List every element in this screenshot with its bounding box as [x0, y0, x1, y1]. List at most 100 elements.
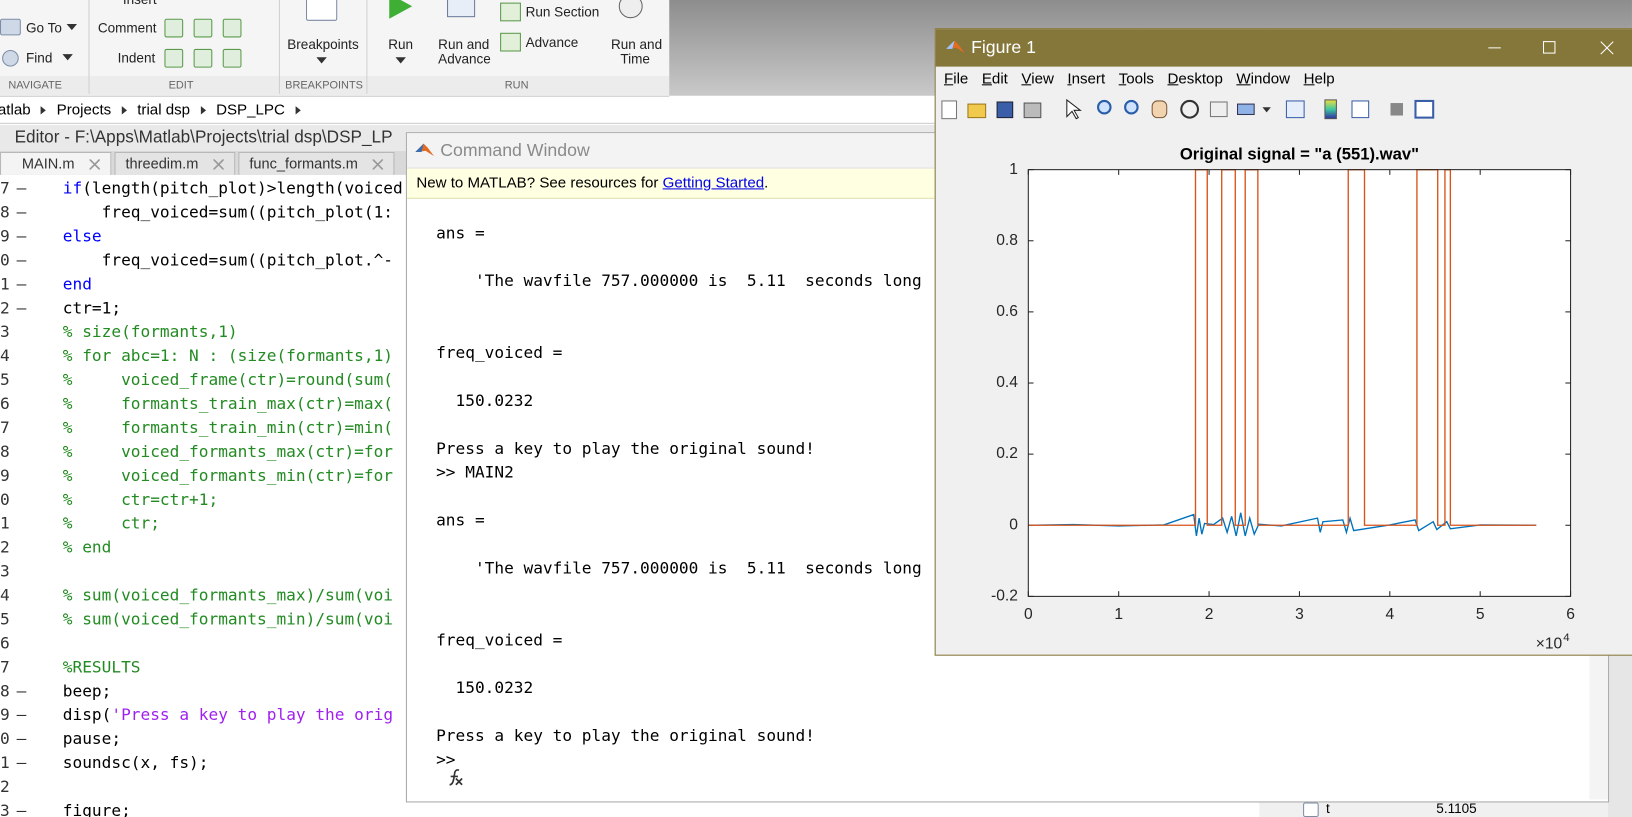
banner-text: New to MATLAB? See resources for — [416, 174, 663, 192]
axes-background — [1028, 169, 1571, 597]
menu-item[interactable]: File — [944, 70, 969, 88]
line-number: 1 — [0, 514, 10, 533]
code-token — [24, 227, 63, 246]
x-tick-label: 2 — [1205, 606, 1214, 623]
run-and-advance-line1[interactable]: Run and — [438, 36, 490, 53]
figure-window: Figure 1 File Edit View Insert Tools Desktop W… — [934, 28, 1632, 656]
breadcrumb-item[interactable]: atlab — [0, 101, 31, 119]
section-label: NAVIGATE — [8, 79, 62, 92]
run-section-button[interactable]: Run Section — [525, 4, 600, 20]
line-number: 9 — [0, 705, 10, 725]
menu-item[interactable]: Help — [1303, 70, 1335, 88]
menu-item[interactable]: View — [1021, 70, 1054, 88]
y-tick-label: 0.6 — [996, 303, 1018, 320]
code-token: % formants_train_max(ctr)=max( — [23, 394, 394, 414]
code-token: % voiced_formants_min(ctr)=for — [23, 466, 394, 486]
line-number: 2 — [0, 298, 10, 318]
command-line: 'The wavfile 757.000000 is 5.11 seconds … — [436, 271, 922, 291]
toolstrip-icons — [62, 0, 643, 64]
command-output: ans = 'The wavfile 757.000000 is 5.11 se… — [407, 199, 1589, 800]
line-number: 7 — [0, 179, 10, 198]
command-line: ans = — [436, 511, 485, 530]
menu-item[interactable]: Edit — [981, 70, 1008, 88]
breakpoint-marker: – — [16, 298, 27, 318]
code-line: % formants_train_min(ctr)=min( — [24, 418, 393, 437]
breakpoints-button[interactable]: Breakpoints — [287, 36, 359, 53]
line-number: 9 — [0, 466, 10, 486]
line-number: 3 — [0, 801, 10, 817]
run-and-time-line2[interactable]: Time — [620, 50, 650, 67]
window-controls[interactable] — [1477, 29, 1632, 66]
tab-label: threedim.m — [125, 155, 199, 172]
menu-item[interactable]: Window — [1236, 70, 1291, 88]
insert-button[interactable]: Insert — [123, 0, 157, 7]
x-multiplier: ×10 — [1536, 635, 1563, 652]
code-token: % ctr=ctr+1; — [23, 490, 219, 509]
breadcrumb-item[interactable]: Projects — [56, 101, 112, 119]
editor-tab[interactable]: MAIN.m — [0, 151, 111, 175]
breakpoint-marker: – — [16, 705, 27, 725]
signal-line — [1028, 168, 1537, 526]
code-line: % formants_train_max(ctr)=max( — [24, 394, 393, 413]
y-tick-label: -0.2 — [991, 588, 1018, 605]
figure-titlebar: Figure 1 — [935, 29, 1632, 67]
menu-item[interactable]: Insert — [1067, 70, 1106, 88]
advance-button[interactable]: Advance — [525, 34, 579, 50]
code-line: disp('Press a key to play the orig — [24, 706, 393, 725]
code-token: % ctr; — [23, 514, 160, 533]
code-token: % formants_train_min(ctr)=min( — [23, 418, 394, 438]
find-button[interactable]: Find — [26, 49, 53, 66]
code-line: % for abc=1: N : (size(formants,1) — [24, 347, 393, 366]
getting-started-link[interactable]: Getting Started — [662, 174, 765, 192]
code-token: if — [62, 179, 83, 198]
code-token: % voiced_frame(ctr)=round(sum( — [23, 370, 394, 390]
x-tick-label: 4 — [1385, 606, 1394, 623]
toolstrip: Insert Go To Find Comment Indent Breakpo… — [0, 0, 670, 97]
line-number: 8 — [0, 442, 10, 462]
go-to-button[interactable]: Go To — [26, 19, 62, 36]
command-line: freq_voiced = — [436, 343, 563, 363]
breadcrumb-item[interactable]: DSP_LPC — [216, 101, 285, 119]
chart-title: Original signal = "a (551).wav" — [1180, 144, 1419, 163]
address-bar: atlab Projects trial dsp DSP_LPC — [0, 97, 937, 124]
signal-line — [1028, 512, 1537, 537]
line-number: 2 — [0, 777, 10, 797]
editor-tab[interactable]: threedim.m — [114, 151, 235, 175]
code-token — [24, 179, 63, 198]
code-line: % ctr; — [24, 514, 160, 533]
line-number: 4 — [0, 585, 10, 605]
code-line: freq_voiced=sum((pitch_plot.^- — [24, 251, 393, 270]
y-tick-label: 0.2 — [996, 445, 1018, 462]
workspace-panel: t 5.1105 — [1259, 799, 1609, 817]
plot: Original signal = "a (551).wav" 0 1 2 3 4 5 6 -0… — [991, 144, 1575, 652]
run-button[interactable]: Run — [388, 36, 414, 53]
line-number: 8 — [0, 202, 10, 222]
code-line: % sum(voiced_formants_min)/sum(voi — [24, 610, 393, 629]
command-line: >> MAIN2 — [436, 463, 514, 482]
command-line: 'The wavfile 757.000000 is 5.11 seconds … — [436, 558, 922, 578]
code-token: freq_voiced=sum((pitch_plot(1: — [23, 202, 394, 222]
editor-tab[interactable]: func_formants.m — [237, 151, 395, 175]
tab-close[interactable] — [372, 159, 383, 170]
run-and-advance-line2[interactable]: Advance — [438, 50, 491, 67]
line-number: 6 — [0, 394, 10, 414]
workspace-value: 5.1105 — [1436, 800, 1477, 816]
menu-item[interactable]: Desktop — [1167, 70, 1223, 88]
tab-close[interactable] — [212, 159, 224, 170]
line-number: 5 — [0, 370, 10, 390]
line-number: 1 — [0, 753, 10, 773]
tab-label: func_formants.m — [249, 155, 358, 172]
breadcrumb-item[interactable]: trial dsp — [137, 101, 191, 119]
tab-close[interactable] — [89, 159, 100, 170]
breadcrumb-separator — [200, 106, 206, 115]
x-tick-label: 6 — [1566, 606, 1575, 623]
indent-button[interactable]: Indent — [117, 49, 156, 66]
comment-button[interactable]: Comment — [97, 19, 157, 36]
run-and-time-line1[interactable]: Run and — [610, 36, 663, 53]
fx-icon[interactable] — [411, 748, 465, 810]
y-tick-label: 0.4 — [996, 374, 1018, 391]
code-line: % end — [24, 538, 112, 557]
menu-item[interactable]: Tools — [1118, 70, 1154, 88]
line-number: 8 — [0, 681, 10, 701]
